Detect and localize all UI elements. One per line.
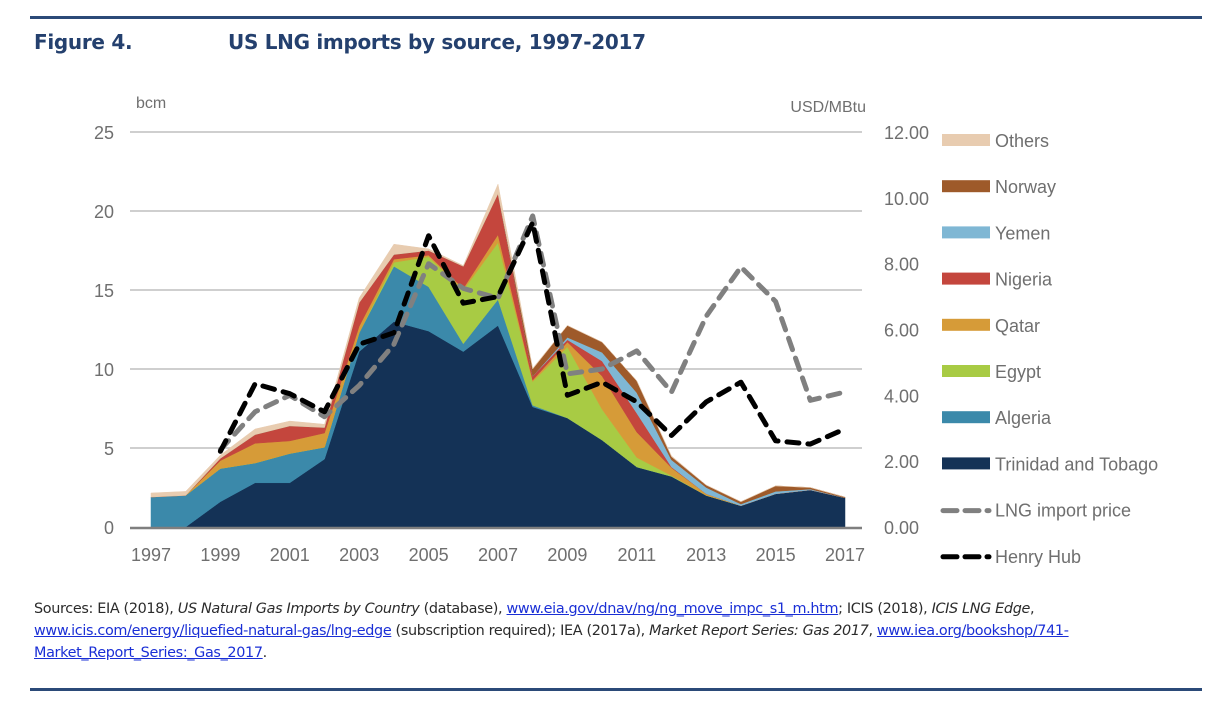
stacked-areas [150, 183, 846, 528]
figure-title: US LNG imports by source, 1997-2017 [228, 30, 646, 54]
legend-label: Nigeria [995, 270, 1053, 290]
legend-item-qatar: Qatar [942, 316, 1040, 336]
legend-swatch [942, 318, 990, 331]
right-tick-label: 0.00 [884, 518, 919, 538]
legend-label: Egypt [995, 362, 1041, 382]
left-tick-label: 15 [94, 281, 114, 301]
legend-swatch [942, 365, 990, 377]
legend-label: Norway [995, 177, 1056, 197]
figure-label: Figure 4. [34, 30, 133, 54]
sources-end: . [262, 645, 268, 661]
x-tick-label: 2007 [478, 545, 518, 565]
legend-item-norway: Norway [942, 177, 1056, 197]
legend-swatch [942, 180, 990, 193]
legend-item-others: Others [942, 131, 1049, 151]
eia-suffix: (database), [419, 601, 507, 617]
right-tick-label: 2.00 [884, 452, 919, 472]
legend-item-yemen: Yemen [942, 223, 1050, 243]
iea-link[interactable]: www.iea.org/bookshop/741-Market_Report_S… [34, 623, 1069, 661]
icis-prefix: ; ICIS (2018), [838, 601, 932, 617]
legend-item-trinidad-and-tobago: Trinidad and Tobago [942, 454, 1158, 474]
right-tick-label: 8.00 [884, 255, 919, 275]
right-axis-ticks: 0.00 2.00 4.00 6.00 8.00 10.00 12.00 [884, 123, 929, 538]
icis-suffix: (subscription required); IEA (2017a), [391, 623, 650, 639]
left-tick-label: 20 [94, 202, 114, 222]
icis-sep: , [1029, 601, 1035, 617]
left-tick-label: 0 [104, 518, 114, 538]
legend-item-lng-import-price: LNG import price [940, 501, 1131, 521]
icis-link[interactable]: www.icis.com/energy/liquefied-natural-ga… [34, 623, 392, 639]
left-tick-label: 25 [94, 123, 114, 143]
legend-item-algeria: Algeria [942, 408, 1052, 428]
legend-item-henry-hub: Henry Hub [940, 547, 1081, 567]
x-tick-label: 2011 [617, 545, 656, 565]
x-tick-label: 2005 [409, 545, 449, 565]
legend-label: Henry Hub [995, 547, 1081, 567]
chart: 0 5 10 15 20 25 0.00 2.00 4.00 6.00 8.00 10.00 12.0… [94, 95, 1158, 567]
top-rule [30, 16, 1202, 19]
x-tick-label: 1999 [200, 545, 240, 565]
iea-sep: , [868, 623, 877, 639]
legend-label: Algeria [995, 408, 1052, 428]
x-tick-label: 2013 [686, 545, 726, 565]
legend-swatch [942, 411, 990, 424]
x-tick-label: 2009 [547, 545, 587, 565]
legend-label: LNG import price [995, 501, 1131, 521]
line-lng-import-price [217, 213, 848, 453]
x-tick-label: 2015 [756, 545, 796, 565]
x-axis-ticks: 1997 1999 2001 2003 2005 2007 2009 2011 2013 2015… [131, 545, 865, 565]
bottom-rule [30, 688, 1202, 691]
right-axis-label: USD/MBtu [790, 99, 866, 116]
legend-swatch [942, 226, 990, 239]
area-trinidad-and-tobago [150, 321, 846, 528]
sources-note: Sources: EIA (2018), US Natural Gas Impo… [34, 598, 1204, 664]
legend-item-egypt: Egypt [942, 362, 1041, 382]
legend-label: Qatar [995, 316, 1040, 336]
x-tick-label: 2001 [270, 545, 310, 565]
right-tick-label: 4.00 [884, 386, 919, 406]
eia-title: US Natural Gas Imports by Country [177, 601, 420, 617]
x-tick-label: 2003 [339, 545, 379, 565]
price-lines [217, 213, 848, 454]
line-henry-hub [217, 220, 848, 454]
legend: Others Norway Yemen Nigeria Qatar Egypt Algeri… [940, 131, 1158, 567]
left-tick-label: 10 [94, 360, 114, 380]
right-tick-label: 10.00 [884, 189, 929, 209]
left-axis-label: bcm [136, 95, 166, 112]
legend-label: Yemen [995, 223, 1050, 243]
iea-title: Market Report Series: Gas 2017 [649, 623, 869, 639]
left-tick-label: 5 [104, 439, 114, 459]
legend-swatch [942, 272, 990, 285]
eia-link[interactable]: www.eia.gov/dnav/ng/ng_move_impc_s1_m.ht… [506, 601, 839, 617]
legend-label: Others [995, 131, 1049, 151]
x-tick-label: 1997 [131, 545, 171, 565]
right-tick-label: 6.00 [884, 321, 919, 341]
legend-swatch [942, 134, 990, 146]
legend-item-nigeria: Nigeria [942, 270, 1053, 290]
left-axis-ticks: 0 5 10 15 20 25 [94, 123, 114, 538]
x-tick-label: 2017 [825, 545, 865, 565]
right-tick-label: 12.00 [884, 123, 929, 143]
sources-prefix: Sources: EIA (2018), [34, 601, 178, 617]
legend-swatch [942, 457, 990, 470]
legend-label: Trinidad and Tobago [995, 454, 1158, 474]
icis-title: ICIS LNG Edge [931, 601, 1031, 617]
area-others [150, 183, 846, 502]
